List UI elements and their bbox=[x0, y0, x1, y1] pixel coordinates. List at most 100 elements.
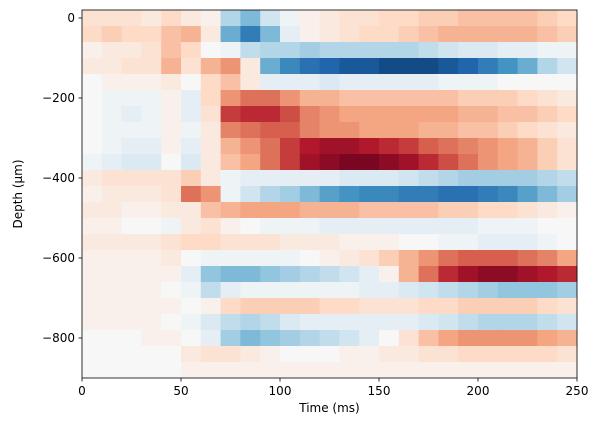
heatmap-cell bbox=[319, 42, 340, 59]
heatmap-cell bbox=[121, 202, 142, 219]
heatmap-cell bbox=[418, 26, 439, 43]
heatmap-cell bbox=[200, 138, 221, 155]
heatmap-cell bbox=[418, 282, 439, 299]
heatmap-cell bbox=[379, 154, 400, 171]
heatmap-cell bbox=[141, 106, 162, 123]
heatmap-cell bbox=[497, 138, 518, 155]
heatmap-cell bbox=[478, 58, 499, 75]
heatmap-cell bbox=[240, 42, 261, 59]
heatmap-cell bbox=[121, 234, 142, 251]
heatmap-cell bbox=[359, 74, 380, 91]
heatmap-cell bbox=[141, 122, 162, 139]
heatmap-cell bbox=[319, 26, 340, 43]
heatmap-cell bbox=[497, 202, 518, 219]
heatmap-cell bbox=[438, 330, 459, 347]
heatmap-cell bbox=[398, 250, 419, 267]
heatmap-cell bbox=[478, 186, 499, 203]
heatmap-cell bbox=[398, 362, 419, 379]
heatmap-cell bbox=[319, 106, 340, 123]
heatmap-cell bbox=[418, 74, 439, 91]
heatmap-cell bbox=[161, 202, 182, 219]
heatmap-cell bbox=[280, 330, 301, 347]
heatmap-cell bbox=[398, 170, 419, 187]
heatmap-cell bbox=[339, 138, 360, 155]
heatmap-cell bbox=[537, 154, 558, 171]
heatmap-cell bbox=[319, 330, 340, 347]
heatmap-cell bbox=[359, 314, 380, 331]
heatmap-cell bbox=[260, 10, 281, 27]
heatmap-cell bbox=[101, 154, 122, 171]
heatmap-cell bbox=[181, 186, 202, 203]
heatmap-cell bbox=[478, 234, 499, 251]
heatmap-cell bbox=[141, 90, 162, 107]
heatmap-cell bbox=[161, 362, 182, 379]
heatmap-cell bbox=[220, 106, 241, 123]
heatmap-cell bbox=[398, 218, 419, 235]
heatmap-cell bbox=[280, 170, 301, 187]
heatmap-cell bbox=[517, 186, 538, 203]
heatmap-cell bbox=[517, 90, 538, 107]
heatmap-cell bbox=[240, 330, 261, 347]
heatmap-cell bbox=[82, 298, 103, 315]
heatmap-cell bbox=[161, 26, 182, 43]
heatmap-cell bbox=[398, 234, 419, 251]
heatmap-cell bbox=[121, 298, 142, 315]
heatmap-cell bbox=[497, 266, 518, 283]
heatmap-cell bbox=[82, 202, 103, 219]
heatmap-cell bbox=[299, 346, 320, 363]
heatmap-cell bbox=[121, 42, 142, 59]
heatmap-cell bbox=[101, 58, 122, 75]
heatmap-cell bbox=[280, 154, 301, 171]
heatmap-cell bbox=[240, 122, 261, 139]
heatmap-cell bbox=[418, 362, 439, 379]
heatmap-cell bbox=[497, 346, 518, 363]
heatmap-cell bbox=[497, 10, 518, 27]
heatmap-cell bbox=[537, 330, 558, 347]
heatmap-cell bbox=[220, 266, 241, 283]
heatmap-cell bbox=[319, 234, 340, 251]
heatmap-cell bbox=[260, 330, 281, 347]
heatmap-cell bbox=[299, 138, 320, 155]
heatmap-cell bbox=[339, 122, 360, 139]
heatmap-cell bbox=[220, 202, 241, 219]
heatmap-cell bbox=[161, 186, 182, 203]
heatmap-cell bbox=[379, 314, 400, 331]
heatmap-cell bbox=[497, 106, 518, 123]
y-tick-label: −800 bbox=[42, 331, 75, 345]
heatmap-cell bbox=[458, 330, 479, 347]
heatmap-cell bbox=[121, 26, 142, 43]
heatmap-cell bbox=[458, 90, 479, 107]
heatmap-cell bbox=[280, 314, 301, 331]
heatmap-cell bbox=[280, 218, 301, 235]
heatmap-cell bbox=[200, 74, 221, 91]
heatmap-cell bbox=[537, 10, 558, 27]
heatmap-cell bbox=[497, 234, 518, 251]
heatmap-cell bbox=[240, 90, 261, 107]
heatmap-cell bbox=[141, 234, 162, 251]
heatmap-cell bbox=[161, 314, 182, 331]
heatmap-cell bbox=[161, 42, 182, 59]
heatmap-cell bbox=[379, 346, 400, 363]
heatmap-cell bbox=[339, 314, 360, 331]
heatmap-cell bbox=[299, 26, 320, 43]
heatmap-cell bbox=[438, 122, 459, 139]
heatmap-cell bbox=[220, 298, 241, 315]
heatmap-cell bbox=[379, 122, 400, 139]
heatmap-cell bbox=[537, 250, 558, 267]
heatmap-cell bbox=[220, 282, 241, 299]
heatmap-cell bbox=[280, 122, 301, 139]
heatmap-cell bbox=[359, 330, 380, 347]
heatmap-cell bbox=[438, 154, 459, 171]
heatmap-cell bbox=[517, 10, 538, 27]
heatmap-cell bbox=[101, 266, 122, 283]
heatmap-cell bbox=[418, 170, 439, 187]
heatmap-cell bbox=[220, 186, 241, 203]
heatmap-cell bbox=[339, 106, 360, 123]
heatmap-cell bbox=[280, 282, 301, 299]
heatmap-cell bbox=[319, 90, 340, 107]
heatmap-cell bbox=[161, 170, 182, 187]
heatmap-cell bbox=[398, 266, 419, 283]
heatmap-cell bbox=[121, 10, 142, 27]
heatmap-cell bbox=[260, 186, 281, 203]
heatmap-cell bbox=[517, 282, 538, 299]
